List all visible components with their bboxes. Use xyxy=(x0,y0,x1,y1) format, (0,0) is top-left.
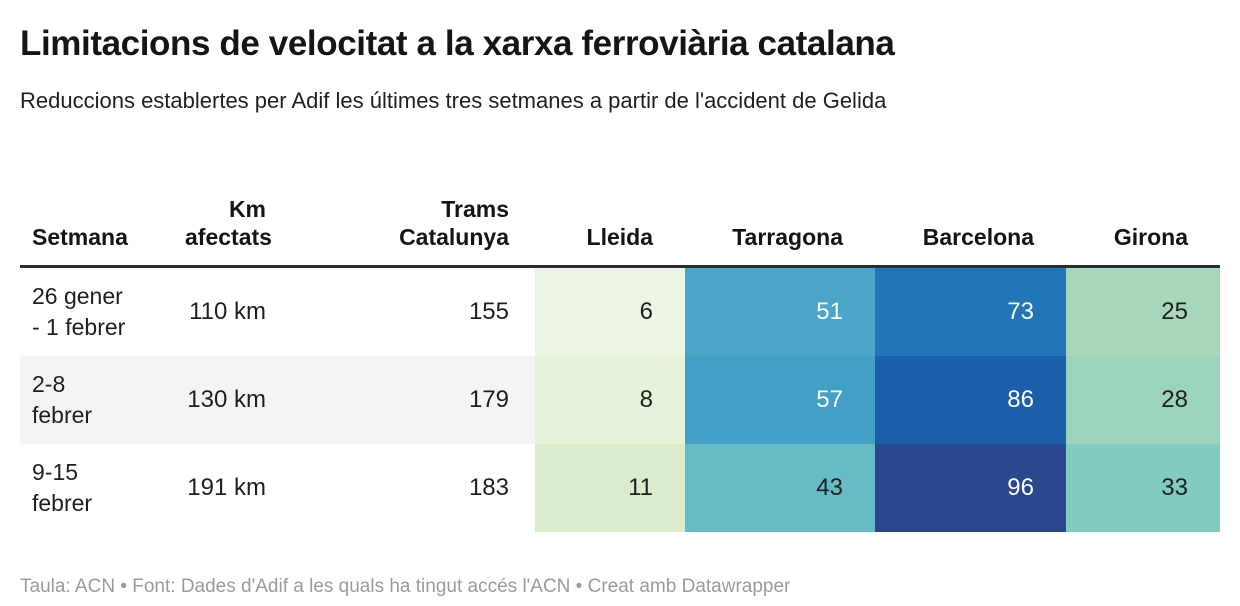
column-header-barcelona: Barcelona xyxy=(875,154,1066,268)
attribution-footer: Taula: ACN • Font: Dades d'Adif a les qu… xyxy=(20,575,791,597)
heatmap-cell-tarragona: 57 xyxy=(685,355,875,444)
heatmap-cell-girona: 28 xyxy=(1066,355,1220,444)
table-header-row: Setmana Km afectats Trams Catalunya Llei… xyxy=(20,154,1220,268)
chart-subtitle: Reduccions establertes per Adif les últi… xyxy=(20,88,887,114)
speed-limits-table: Setmana Km afectats Trams Catalunya Llei… xyxy=(20,154,1220,532)
cell-km-afectats: 130 km xyxy=(187,385,266,413)
column-header-lleida: Lleida xyxy=(535,154,685,268)
table-row: 9-15 febrer 191 km 183 11 43 96 33 xyxy=(20,443,1220,532)
heatmap-cell-lleida: 11 xyxy=(535,443,685,532)
heatmap-cell-girona: 25 xyxy=(1066,266,1220,356)
cell-setmana: 2-8 febrer xyxy=(32,371,93,428)
cell-km-afectats: 191 km xyxy=(187,473,266,501)
heatmap-cell-lleida: 6 xyxy=(535,266,685,356)
heatmap-cell-barcelona: 86 xyxy=(875,355,1066,444)
heatmap-cell-tarragona: 51 xyxy=(685,266,875,356)
table-row: 26 gener - 1 febrer 110 km 155 6 51 73 2… xyxy=(20,266,1220,356)
column-header-tarragona: Tarragona xyxy=(685,154,875,268)
heatmap-cell-girona: 33 xyxy=(1066,443,1220,532)
chart-title: Limitacions de velocitat a la xarxa ferr… xyxy=(20,24,895,63)
cell-setmana: 9-15 febrer xyxy=(32,459,93,516)
column-header-km-afectats: Km afectats xyxy=(185,154,280,268)
heatmap-cell-lleida: 8 xyxy=(535,355,685,444)
cell-trams: 155 xyxy=(468,297,509,325)
cell-setmana: 26 gener - 1 febrer xyxy=(32,283,126,340)
cell-km-afectats: 110 km xyxy=(189,297,266,325)
cell-trams: 179 xyxy=(468,385,509,413)
column-header-setmana: Setmana xyxy=(20,154,185,268)
heatmap-cell-barcelona: 73 xyxy=(875,266,1066,356)
column-header-girona: Girona xyxy=(1066,154,1220,268)
heatmap-cell-barcelona: 96 xyxy=(875,443,1066,532)
table-row: 2-8 febrer 130 km 179 8 57 86 28 xyxy=(20,355,1220,444)
column-header-trams-catalunya: Trams Catalunya xyxy=(280,154,535,268)
cell-trams: 183 xyxy=(468,473,509,501)
heatmap-cell-tarragona: 43 xyxy=(685,443,875,532)
